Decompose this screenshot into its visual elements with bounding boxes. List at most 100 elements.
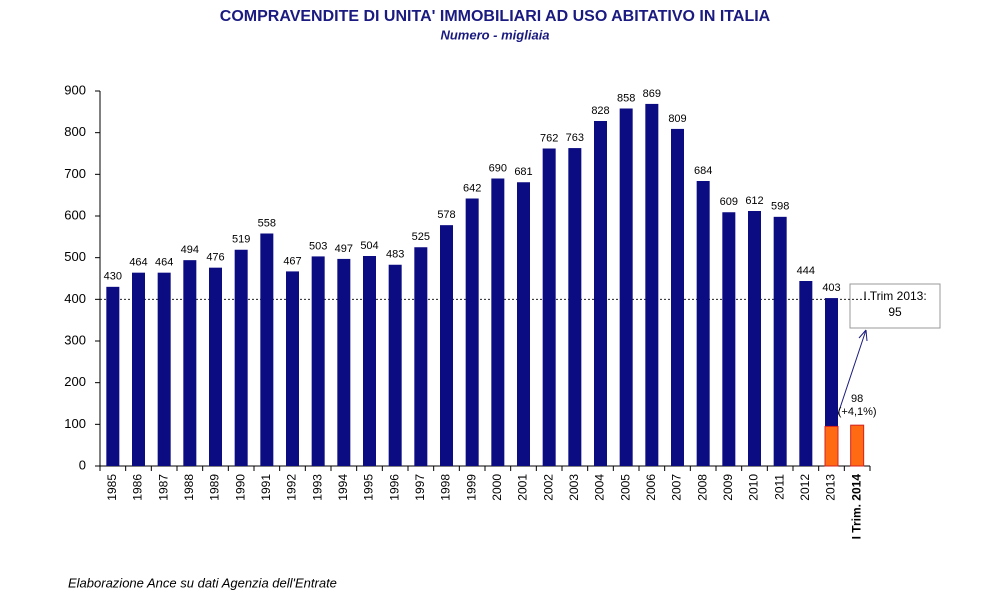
bar — [491, 178, 505, 466]
data-label: 809 — [668, 113, 686, 125]
bar — [209, 267, 222, 466]
x-tick-label: 2009 — [721, 474, 735, 501]
bar — [465, 198, 479, 466]
x-tick-label: 1996 — [387, 474, 401, 501]
bar — [542, 148, 556, 466]
y-tick-label: 800 — [64, 124, 86, 139]
x-tick-label: 2002 — [541, 474, 555, 501]
data-label: 762 — [540, 132, 558, 144]
data-label: 494 — [181, 244, 199, 256]
x-tick-label: 2000 — [490, 474, 504, 501]
y-tick-label: 0 — [79, 457, 86, 472]
x-tick-label: 2007 — [670, 474, 684, 501]
x-tick-label: 1999 — [464, 474, 478, 501]
x-tick-label: 2004 — [593, 474, 607, 501]
data-label: 504 — [360, 240, 378, 252]
data-label: 403 — [822, 282, 840, 294]
y-tick-label: 400 — [64, 291, 86, 306]
x-tick-label: 2003 — [567, 474, 581, 501]
data-label: 558 — [258, 217, 276, 229]
data-label: 684 — [694, 165, 712, 177]
data-label: 763 — [566, 132, 584, 144]
data-label: 525 — [412, 231, 430, 243]
y-tick-label: 300 — [64, 332, 86, 347]
x-tick-label: 2001 — [516, 474, 530, 501]
chart-subtitle: Numero - migliaia — [440, 27, 549, 42]
data-label: 642 — [463, 182, 481, 194]
y-tick-label: 900 — [64, 82, 86, 97]
bar — [696, 181, 710, 466]
chart-title: COMPRAVENDITE DI UNITA' IMMOBILIARI AD U… — [220, 8, 771, 25]
bar — [363, 256, 376, 466]
x-tick-label: 1991 — [259, 474, 273, 501]
callout-text: I Trim 2013: — [863, 289, 926, 303]
bar — [234, 249, 248, 466]
bar — [311, 256, 325, 466]
data-label: 612 — [745, 195, 763, 207]
x-tick-label: 1998 — [439, 474, 453, 501]
bar — [440, 225, 453, 466]
bar — [619, 108, 633, 466]
bar — [414, 247, 428, 466]
bar — [645, 103, 659, 467]
data-label: 464 — [129, 257, 147, 269]
bar — [388, 264, 402, 466]
data-label: 467 — [283, 255, 301, 267]
data-label: 430 — [104, 271, 122, 283]
data-label: 598 — [771, 201, 789, 213]
bar — [825, 298, 838, 466]
bar — [260, 233, 274, 466]
bar — [773, 216, 787, 466]
x-tick-label: 1993 — [310, 474, 324, 501]
data-label: 690 — [489, 162, 507, 174]
source-note: Elaborazione Ance su dati Agenzia dell'E… — [68, 575, 337, 590]
x-tick-label: 1994 — [336, 474, 350, 501]
x-tick-label: 1989 — [208, 474, 222, 501]
bar — [824, 425, 839, 467]
callout-value: 95 — [888, 305, 902, 319]
data-label: 681 — [514, 166, 532, 178]
x-tick-label: 1995 — [362, 474, 376, 501]
x-tick-label: 1987 — [156, 474, 170, 501]
data-label: 98 — [851, 393, 863, 405]
x-tick-label: 2011 — [772, 474, 786, 500]
bar — [671, 128, 684, 466]
data-label: 858 — [617, 92, 635, 104]
data-label: 869 — [643, 88, 661, 100]
x-tick-label: 2013 — [824, 474, 838, 501]
x-tick-label: 2006 — [644, 474, 658, 501]
bar — [850, 424, 865, 467]
data-label: 497 — [335, 243, 353, 255]
callout-arrow — [835, 329, 867, 421]
data-label: 464 — [155, 257, 173, 269]
data-label: 483 — [386, 249, 404, 261]
change-label: (+4,1%) — [838, 406, 877, 418]
bar — [594, 121, 607, 466]
data-label: 519 — [232, 234, 250, 246]
bar — [799, 281, 813, 466]
data-label: 609 — [720, 196, 738, 208]
bar — [286, 271, 299, 466]
bar — [183, 260, 197, 466]
callout-arrowhead — [858, 329, 868, 342]
x-tick-label: 1986 — [131, 474, 145, 501]
bar — [568, 148, 582, 467]
bar — [337, 258, 351, 466]
x-tick-label: 1985 — [105, 474, 119, 501]
callout-box — [849, 283, 941, 329]
bar — [132, 272, 145, 466]
y-tick-label: 100 — [64, 416, 86, 431]
data-label: 578 — [437, 209, 455, 221]
bar — [517, 182, 530, 466]
x-tick-label: 1988 — [182, 474, 196, 501]
x-tick-label: 1990 — [233, 474, 247, 501]
x-tick-label: 2005 — [618, 474, 632, 501]
y-tick-label: 500 — [64, 249, 86, 264]
y-tick-label: 200 — [64, 374, 86, 389]
data-label: 444 — [797, 265, 815, 277]
x-tick-label: I Trim. 2014 — [849, 474, 863, 540]
data-label: 476 — [206, 252, 224, 264]
x-tick-label: 2008 — [695, 474, 709, 501]
y-tick-label: 600 — [64, 207, 86, 222]
